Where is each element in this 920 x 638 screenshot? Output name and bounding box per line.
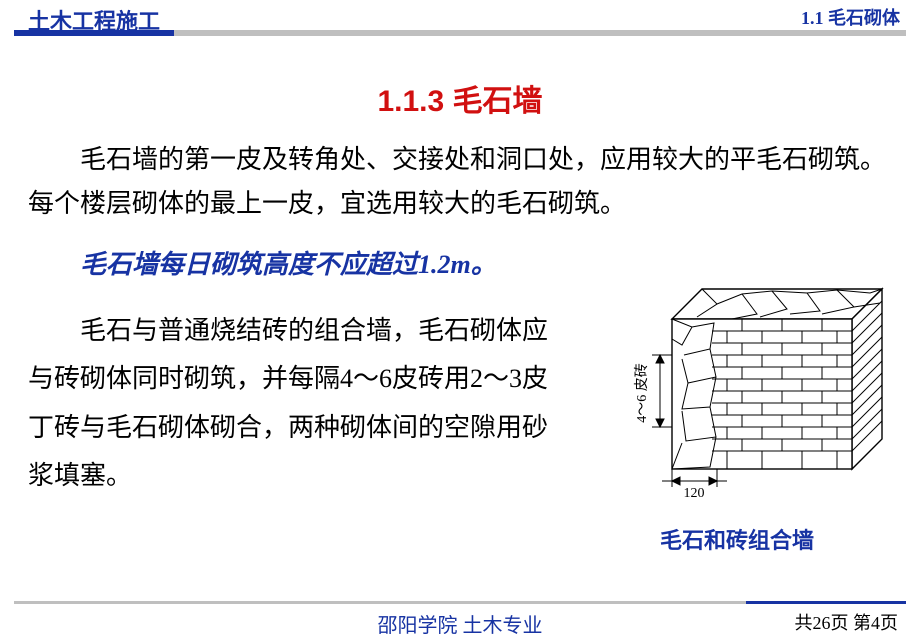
footer-right: 共26页 第4页 — [795, 609, 899, 635]
main-content: 1.1.3 毛石墙 毛石墙的第一皮及转角处、交接处和洞口处，应用较大的平毛石砌筑… — [0, 34, 920, 555]
dim-side-text: 4～6 皮砖 — [634, 364, 650, 424]
header: 土木工程施工 1.1 毛石砌体 — [0, 0, 920, 34]
footer-rule-blue — [746, 601, 906, 604]
footer-rule — [14, 601, 906, 604]
paragraph-2: 毛石与普通烧结砖的组合墙，毛石砌体应与砖砌体同时砌筑，并每隔4～6皮砖用2～3皮… — [28, 307, 568, 499]
row-text-figure: 毛石与普通烧结砖的组合墙，毛石砌体应与砖砌体同时砌筑，并每隔4～6皮砖用2～3皮… — [28, 307, 892, 555]
paragraph-1: 毛石墙的第一皮及转角处、交接处和洞口处，应用较大的平毛石砌筑。每个楼层砌体的最上… — [28, 138, 892, 226]
header-rule — [14, 30, 906, 36]
dim-bottom-text: 120 — [684, 486, 705, 501]
header-rule-gray — [174, 30, 906, 36]
footer: 邵阳学院 土木专业 共26页 第4页 — [0, 601, 920, 637]
section-title: 1.1.3 毛石墙 — [28, 76, 892, 120]
figure-diagram: 4～6 皮砖 120 — [582, 259, 892, 509]
footer-center: 邵阳学院 土木专业 — [0, 609, 920, 638]
header-section-number: 1.1 毛石砌体 — [801, 4, 900, 30]
footer-rule-gray — [14, 601, 746, 604]
figure-caption: 毛石和砖组合墙 — [660, 523, 814, 555]
header-rule-blue — [14, 30, 174, 36]
figure-column: 4～6 皮砖 120 毛石和砖组合墙 — [582, 259, 892, 555]
